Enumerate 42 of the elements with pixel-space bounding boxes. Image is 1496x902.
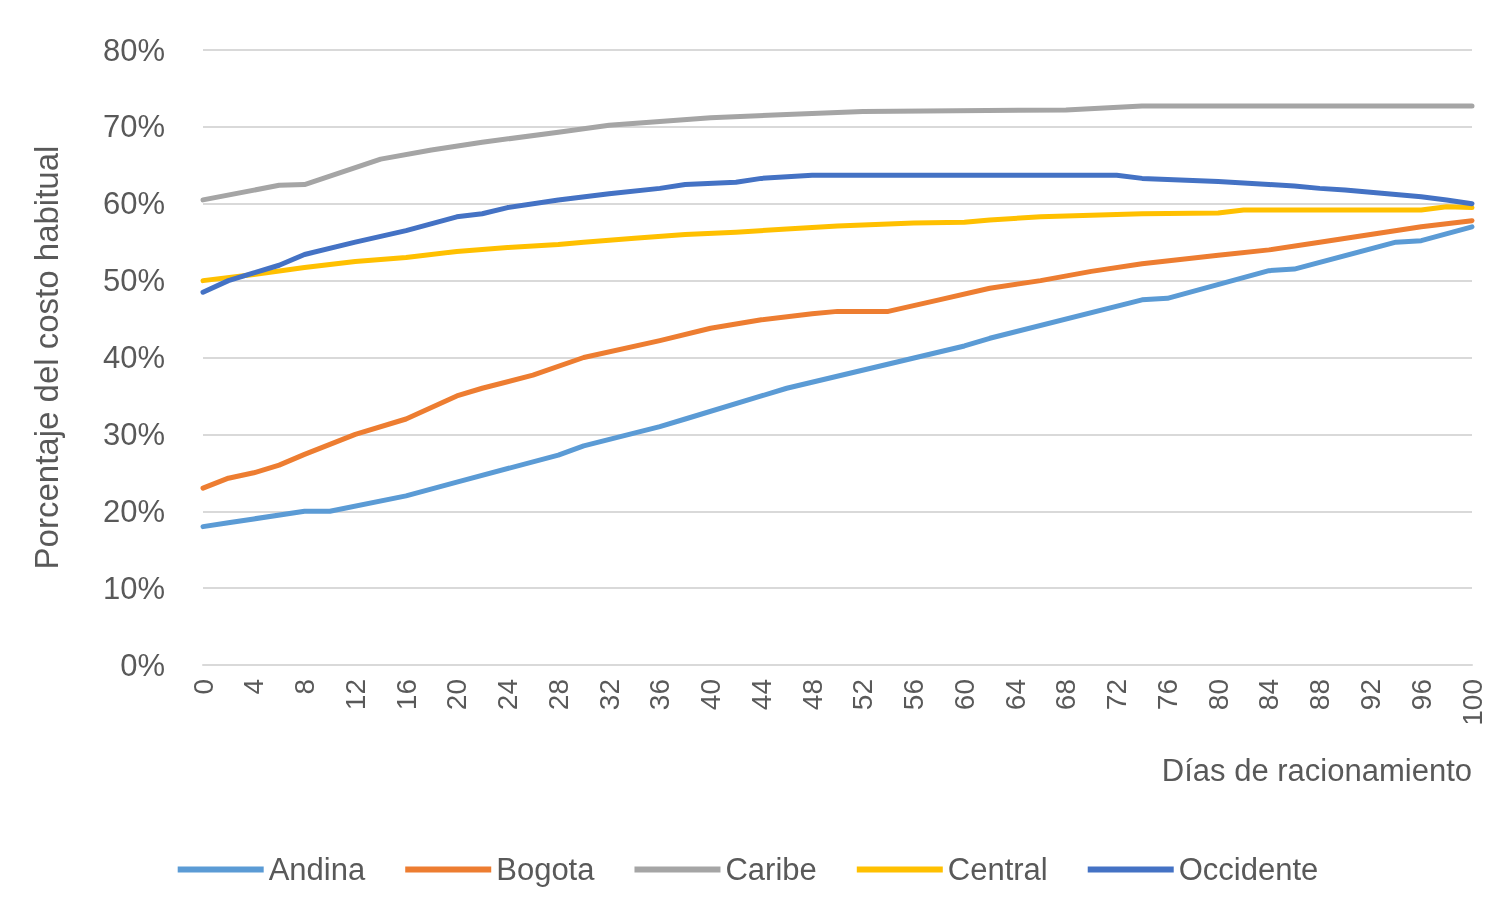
x-tick-label: 80 <box>1202 679 1234 711</box>
x-tick-label: 96 <box>1405 679 1437 711</box>
x-tick-label: 52 <box>847 679 879 711</box>
x-tick-label: 32 <box>593 679 625 711</box>
x-tick-label: 68 <box>1050 679 1082 711</box>
x-tick-label: 56 <box>898 679 930 711</box>
x-tick-label: 88 <box>1304 679 1336 711</box>
y-tick-label: 20% <box>102 493 165 529</box>
legend-label: Caribe <box>725 852 817 887</box>
x-tick-label: 8 <box>289 679 321 695</box>
x-tick-label: 72 <box>1101 679 1133 711</box>
legend-label: Bogota <box>496 852 596 887</box>
x-tick-label: 84 <box>1253 679 1285 711</box>
x-tick-label: 44 <box>745 679 777 711</box>
y-tick-label: 60% <box>102 186 165 222</box>
x-tick-label: 12 <box>339 679 371 711</box>
x-tick-label: 16 <box>390 679 422 711</box>
x-tick-label: 0 <box>187 679 219 695</box>
y-axis-title: Porcentaje del costo habitual <box>28 145 65 570</box>
x-tick-label: 24 <box>492 679 524 711</box>
x-tick-label: 40 <box>695 679 727 711</box>
y-tick-label: 70% <box>102 109 165 145</box>
x-tick-label: 64 <box>999 679 1031 711</box>
y-tick-label: 50% <box>102 263 165 299</box>
y-tick-label: 10% <box>102 570 165 606</box>
legend-label: Andina <box>268 852 366 887</box>
y-tick-label: 40% <box>102 340 165 375</box>
x-tick-label: 4 <box>238 679 270 695</box>
x-tick-label: 92 <box>1354 679 1386 711</box>
legend-label: Occidente <box>1178 852 1319 887</box>
x-tick-label: 36 <box>644 679 676 711</box>
x-tick-label: 28 <box>542 679 574 711</box>
y-tick-label: 0% <box>120 647 165 683</box>
x-tick-label: 100 <box>1456 679 1488 726</box>
x-tick-label: 48 <box>796 679 828 711</box>
x-axis-title: Días de racionamiento <box>1161 753 1472 788</box>
x-tick-label: 76 <box>1151 679 1183 711</box>
x-tick-label: 60 <box>948 679 980 711</box>
y-tick-label: 80% <box>102 32 165 68</box>
legend-label: Central <box>947 852 1048 887</box>
x-tick-label: 20 <box>441 679 473 711</box>
y-tick-label: 30% <box>102 416 165 452</box>
